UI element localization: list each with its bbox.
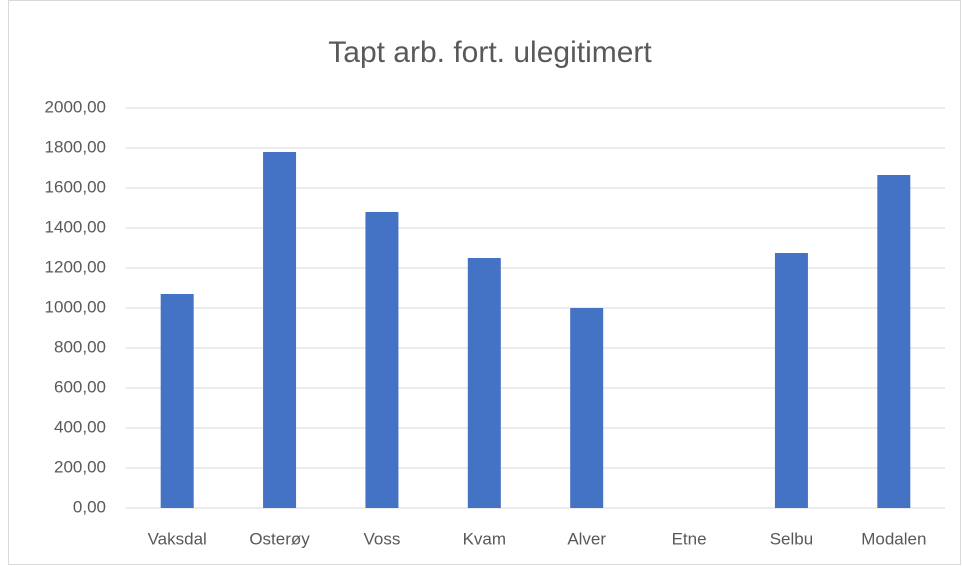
bar: [365, 212, 399, 508]
bar: [570, 308, 604, 508]
bar: [263, 152, 297, 508]
x-tick-label: Alver: [567, 529, 606, 548]
x-tick-label: Etne: [672, 529, 707, 548]
x-tick-label: Vaksdal: [148, 529, 207, 548]
bar: [774, 253, 808, 508]
y-tick-label: 200,00: [54, 457, 106, 476]
bar: [160, 294, 194, 508]
x-tick-label: Osterøy: [249, 529, 310, 548]
y-tick-label: 1000,00: [45, 297, 106, 316]
y-tick-label: 800,00: [54, 337, 106, 356]
y-tick-label: 2000,00: [45, 97, 106, 116]
bar: [877, 175, 911, 508]
y-tick-label: 400,00: [54, 417, 106, 436]
x-tick-label: Modalen: [861, 529, 926, 548]
y-tick-label: 0,00: [73, 497, 106, 516]
bar: [467, 258, 501, 508]
x-tick-label: Voss: [364, 529, 401, 548]
chart-title: Tapt arb. fort. ulegitimert: [328, 36, 652, 69]
y-tick-label: 600,00: [54, 377, 106, 396]
y-tick-label: 1200,00: [45, 257, 106, 276]
x-tick-label: Selbu: [770, 529, 813, 548]
y-tick-label: 1800,00: [45, 137, 106, 156]
y-tick-label: 1600,00: [45, 177, 106, 196]
x-tick-label: Kvam: [463, 529, 506, 548]
y-tick-label: 1400,00: [45, 217, 106, 236]
